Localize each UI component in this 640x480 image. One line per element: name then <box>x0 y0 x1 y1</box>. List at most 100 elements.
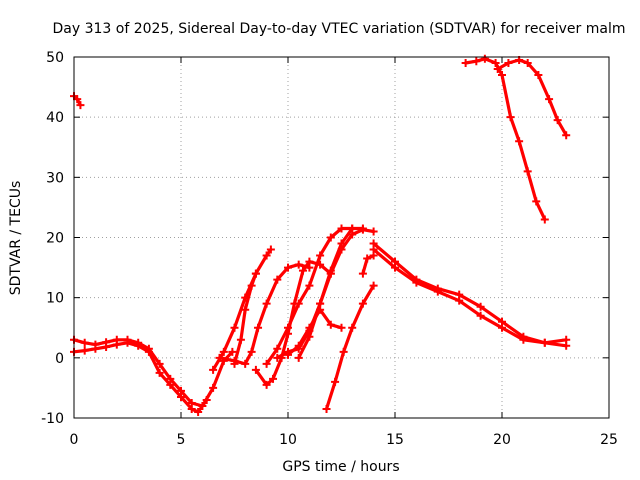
data-point <box>348 224 357 233</box>
data-point <box>337 224 346 233</box>
data-point <box>363 254 372 263</box>
x-tick-label: 10 <box>279 432 297 448</box>
data-point <box>251 269 260 278</box>
data-point <box>166 374 175 383</box>
y-tick-label: 0 <box>55 351 64 367</box>
data-point <box>305 332 314 341</box>
data-point <box>358 269 367 278</box>
data-point <box>348 323 357 332</box>
x-tick-label: 0 <box>70 432 79 448</box>
data-point <box>461 59 470 68</box>
data-point <box>284 350 292 359</box>
data-point <box>294 353 303 362</box>
data-point <box>177 386 185 395</box>
data-point <box>337 323 346 332</box>
data-point <box>540 215 549 224</box>
data-point <box>331 377 340 386</box>
y-tick-label: 40 <box>46 110 64 126</box>
data-point <box>273 353 282 362</box>
x-axis-label: GPS time / hours <box>282 459 399 475</box>
data-point <box>91 340 100 349</box>
data-point <box>472 57 481 66</box>
data-point <box>519 335 528 344</box>
data-point <box>455 296 464 305</box>
data-point <box>369 281 378 290</box>
data-point <box>316 251 325 260</box>
series-arc-early-high <box>70 92 85 110</box>
data-point <box>76 101 85 110</box>
data-point <box>476 311 485 320</box>
data-point <box>187 398 196 407</box>
series-group <box>70 54 571 416</box>
series-arc-night-lower <box>70 338 211 416</box>
series-arc-descent-2 <box>369 245 571 347</box>
y-tick-label: -10 <box>41 411 64 427</box>
data-point <box>284 263 292 272</box>
y-tick-label: 20 <box>46 231 64 247</box>
data-point <box>228 347 237 356</box>
data-point <box>562 335 571 344</box>
data-point <box>134 338 143 347</box>
data-point <box>294 341 303 350</box>
data-point <box>504 59 513 68</box>
series-line <box>324 284 376 411</box>
data-point <box>523 167 532 176</box>
series-arc-d <box>251 257 335 389</box>
data-point <box>339 347 348 356</box>
series-arc-j <box>358 251 378 278</box>
series-arc-late-high-1 <box>461 54 549 224</box>
data-point <box>251 365 260 374</box>
series-arc-i <box>294 224 357 362</box>
data-point <box>491 59 500 68</box>
x-tick-label: 25 <box>600 432 618 448</box>
data-point <box>219 347 228 356</box>
data-point <box>273 275 282 284</box>
data-point <box>236 335 245 344</box>
data-point <box>294 299 303 308</box>
series-line <box>72 341 209 414</box>
data-point <box>247 281 256 290</box>
data-point <box>284 323 292 332</box>
data-point <box>369 245 378 254</box>
series-line <box>265 226 365 366</box>
data-point <box>262 299 271 308</box>
x-tick-label: 20 <box>493 432 511 448</box>
data-point <box>498 323 506 332</box>
data-point <box>155 359 164 368</box>
data-point <box>209 383 218 392</box>
y-tick-label: 50 <box>46 50 64 66</box>
data-point <box>198 401 207 410</box>
data-point <box>412 278 421 287</box>
series-arc-c <box>230 269 260 368</box>
data-point <box>493 65 502 74</box>
data-point <box>523 59 532 68</box>
chart-title: Day 313 of 2025, Sidereal Day-to-day VTE… <box>53 21 626 37</box>
data-point <box>305 257 314 266</box>
series-line <box>372 247 568 345</box>
data-point <box>358 299 367 308</box>
series-line <box>297 226 354 360</box>
series-line <box>464 57 547 221</box>
data-point <box>391 263 399 272</box>
data-point <box>506 113 515 122</box>
data-point <box>534 71 543 80</box>
data-point <box>144 344 153 353</box>
data-point <box>194 407 203 416</box>
data-point <box>80 338 89 347</box>
data-point <box>515 137 524 146</box>
series-line <box>217 263 311 366</box>
data-point <box>532 197 541 206</box>
data-point <box>209 365 218 374</box>
data-point <box>498 71 506 80</box>
data-point <box>305 281 314 290</box>
data-point <box>102 338 111 347</box>
data-point <box>73 95 82 104</box>
data-point <box>215 353 224 362</box>
series-arc-late-high-2 <box>493 56 571 140</box>
data-point <box>273 344 282 353</box>
series-arc-f <box>262 224 367 368</box>
data-point <box>326 320 335 329</box>
data-point <box>545 95 554 104</box>
x-tick-label: 5 <box>177 432 186 448</box>
